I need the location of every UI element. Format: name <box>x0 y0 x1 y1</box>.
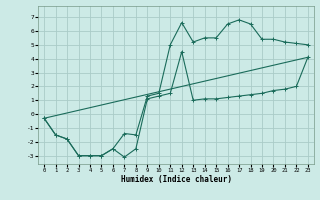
X-axis label: Humidex (Indice chaleur): Humidex (Indice chaleur) <box>121 175 231 184</box>
